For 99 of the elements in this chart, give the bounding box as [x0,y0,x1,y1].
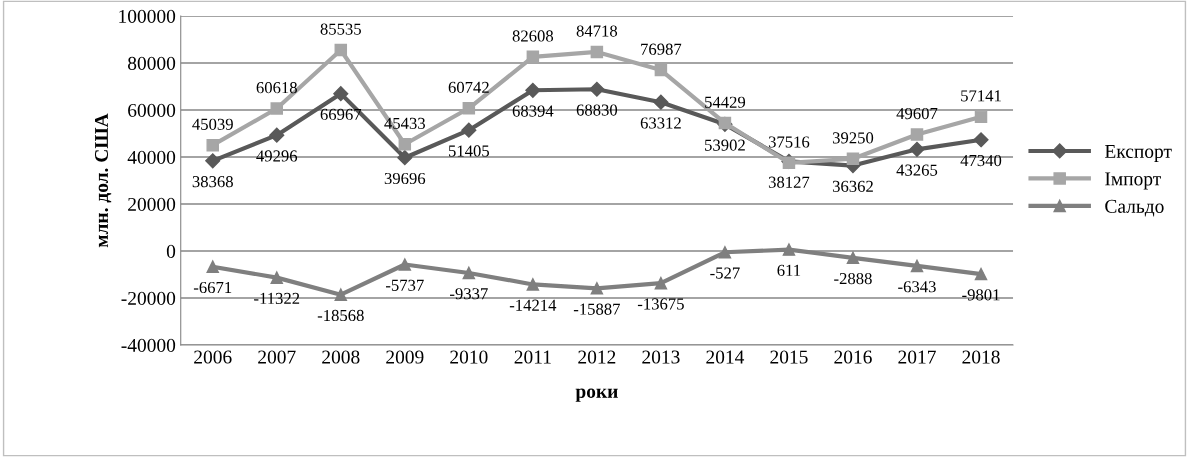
data-label: -18568 [317,309,364,322]
data-label: 60742 [448,81,489,93]
x-tick-label: 2013 [642,350,680,364]
data-label: -13675 [637,298,684,310]
point [270,102,284,115]
y-axis-title: млн. дол. США [94,113,112,248]
point [334,43,348,57]
x-tick-label: 2011 [514,350,551,364]
x-tick-label: 2017 [898,350,936,364]
point [910,259,924,273]
data-label: 68830 [576,104,618,116]
data-label: 68394 [512,105,554,117]
data-label: 38368 [192,175,233,188]
point [270,271,284,284]
point [526,278,540,291]
data-label: 53902 [705,139,745,151]
point [398,258,412,271]
point [462,266,476,280]
data-label: 60618 [256,82,297,94]
data-label: 76987 [641,43,682,55]
point [974,110,988,123]
point [846,152,860,166]
data-label: -15887 [573,303,621,315]
data-label: 45039 [192,118,233,130]
point [654,276,668,290]
data-label: 84718 [576,25,618,37]
point [782,243,796,256]
point [973,132,989,148]
point [462,102,476,115]
y-tick-label: 0 [166,244,176,258]
data-label: 47340 [960,154,1002,167]
x-tick-label: 2014 [706,350,745,364]
data-label: -2888 [834,272,872,285]
legend-label: Імпорт [1105,172,1161,190]
y-tick-label: 60000 [128,103,176,117]
data-label: 39250 [832,132,874,144]
point [589,81,605,97]
point [397,150,413,166]
data-label: -11322 [254,292,300,305]
data-label: 51405 [448,145,490,157]
point [525,82,541,98]
point [974,267,988,281]
y-tick-label: 100000 [119,9,176,23]
data-label: -9337 [450,288,488,300]
y-tick-label: 40000 [127,150,176,164]
point [334,288,348,301]
point [846,251,860,265]
data-label: -6671 [193,281,232,294]
data-label: 57141 [961,90,1001,102]
data-label: 36362 [832,180,873,192]
data-label: -6343 [898,281,936,293]
y-tick-label: 80000 [128,56,176,70]
data-label: 82608 [512,30,554,42]
data-label: -14214 [509,299,557,311]
x-axis-title: роки [575,388,618,402]
y-tick-label: -40000 [121,338,176,352]
point [269,127,285,143]
data-label: 54429 [705,96,746,108]
point [653,94,669,110]
point [461,122,477,138]
point [333,86,349,102]
x-tick-label: 2012 [578,350,616,364]
point [910,128,924,141]
x-tick-label: 2016 [834,350,872,364]
x-tick-label: 2009 [386,350,424,364]
data-label: -9801 [962,289,1000,301]
point [206,260,219,273]
x-tick-label: 2018 [962,350,1000,364]
legend-label: Експорт [1104,145,1172,162]
x-tick-label: 2007 [258,350,296,364]
data-label: 85535 [320,23,361,35]
data-label: 63312 [640,117,681,129]
data-label: 611 [777,264,801,276]
point [718,246,732,259]
point [398,137,412,151]
data-label: 43265 [896,164,938,176]
data-label: -5737 [385,279,424,291]
point [206,138,219,152]
legend-label: Сальдо [1105,199,1164,217]
point [909,141,925,157]
data-label: 49296 [256,150,298,162]
x-tick-label: 2010 [450,350,488,364]
y-tick-label: -20000 [121,291,176,305]
point [590,45,604,59]
data-label: 38127 [768,176,810,188]
data-label: 39696 [384,172,426,185]
data-label: 49607 [896,107,938,120]
data-label: -527 [710,267,740,279]
point [590,282,604,295]
y-tick-label: 20000 [128,197,176,211]
x-tick-label: 2015 [770,350,808,364]
point [654,63,668,77]
data-label: 66967 [320,108,362,121]
x-tick-label: 2008 [322,350,360,364]
data-label: 45433 [384,117,425,129]
point [205,153,221,169]
x-tick-label: 2006 [194,350,232,364]
point [526,50,540,64]
data-label: 37516 [768,136,810,148]
